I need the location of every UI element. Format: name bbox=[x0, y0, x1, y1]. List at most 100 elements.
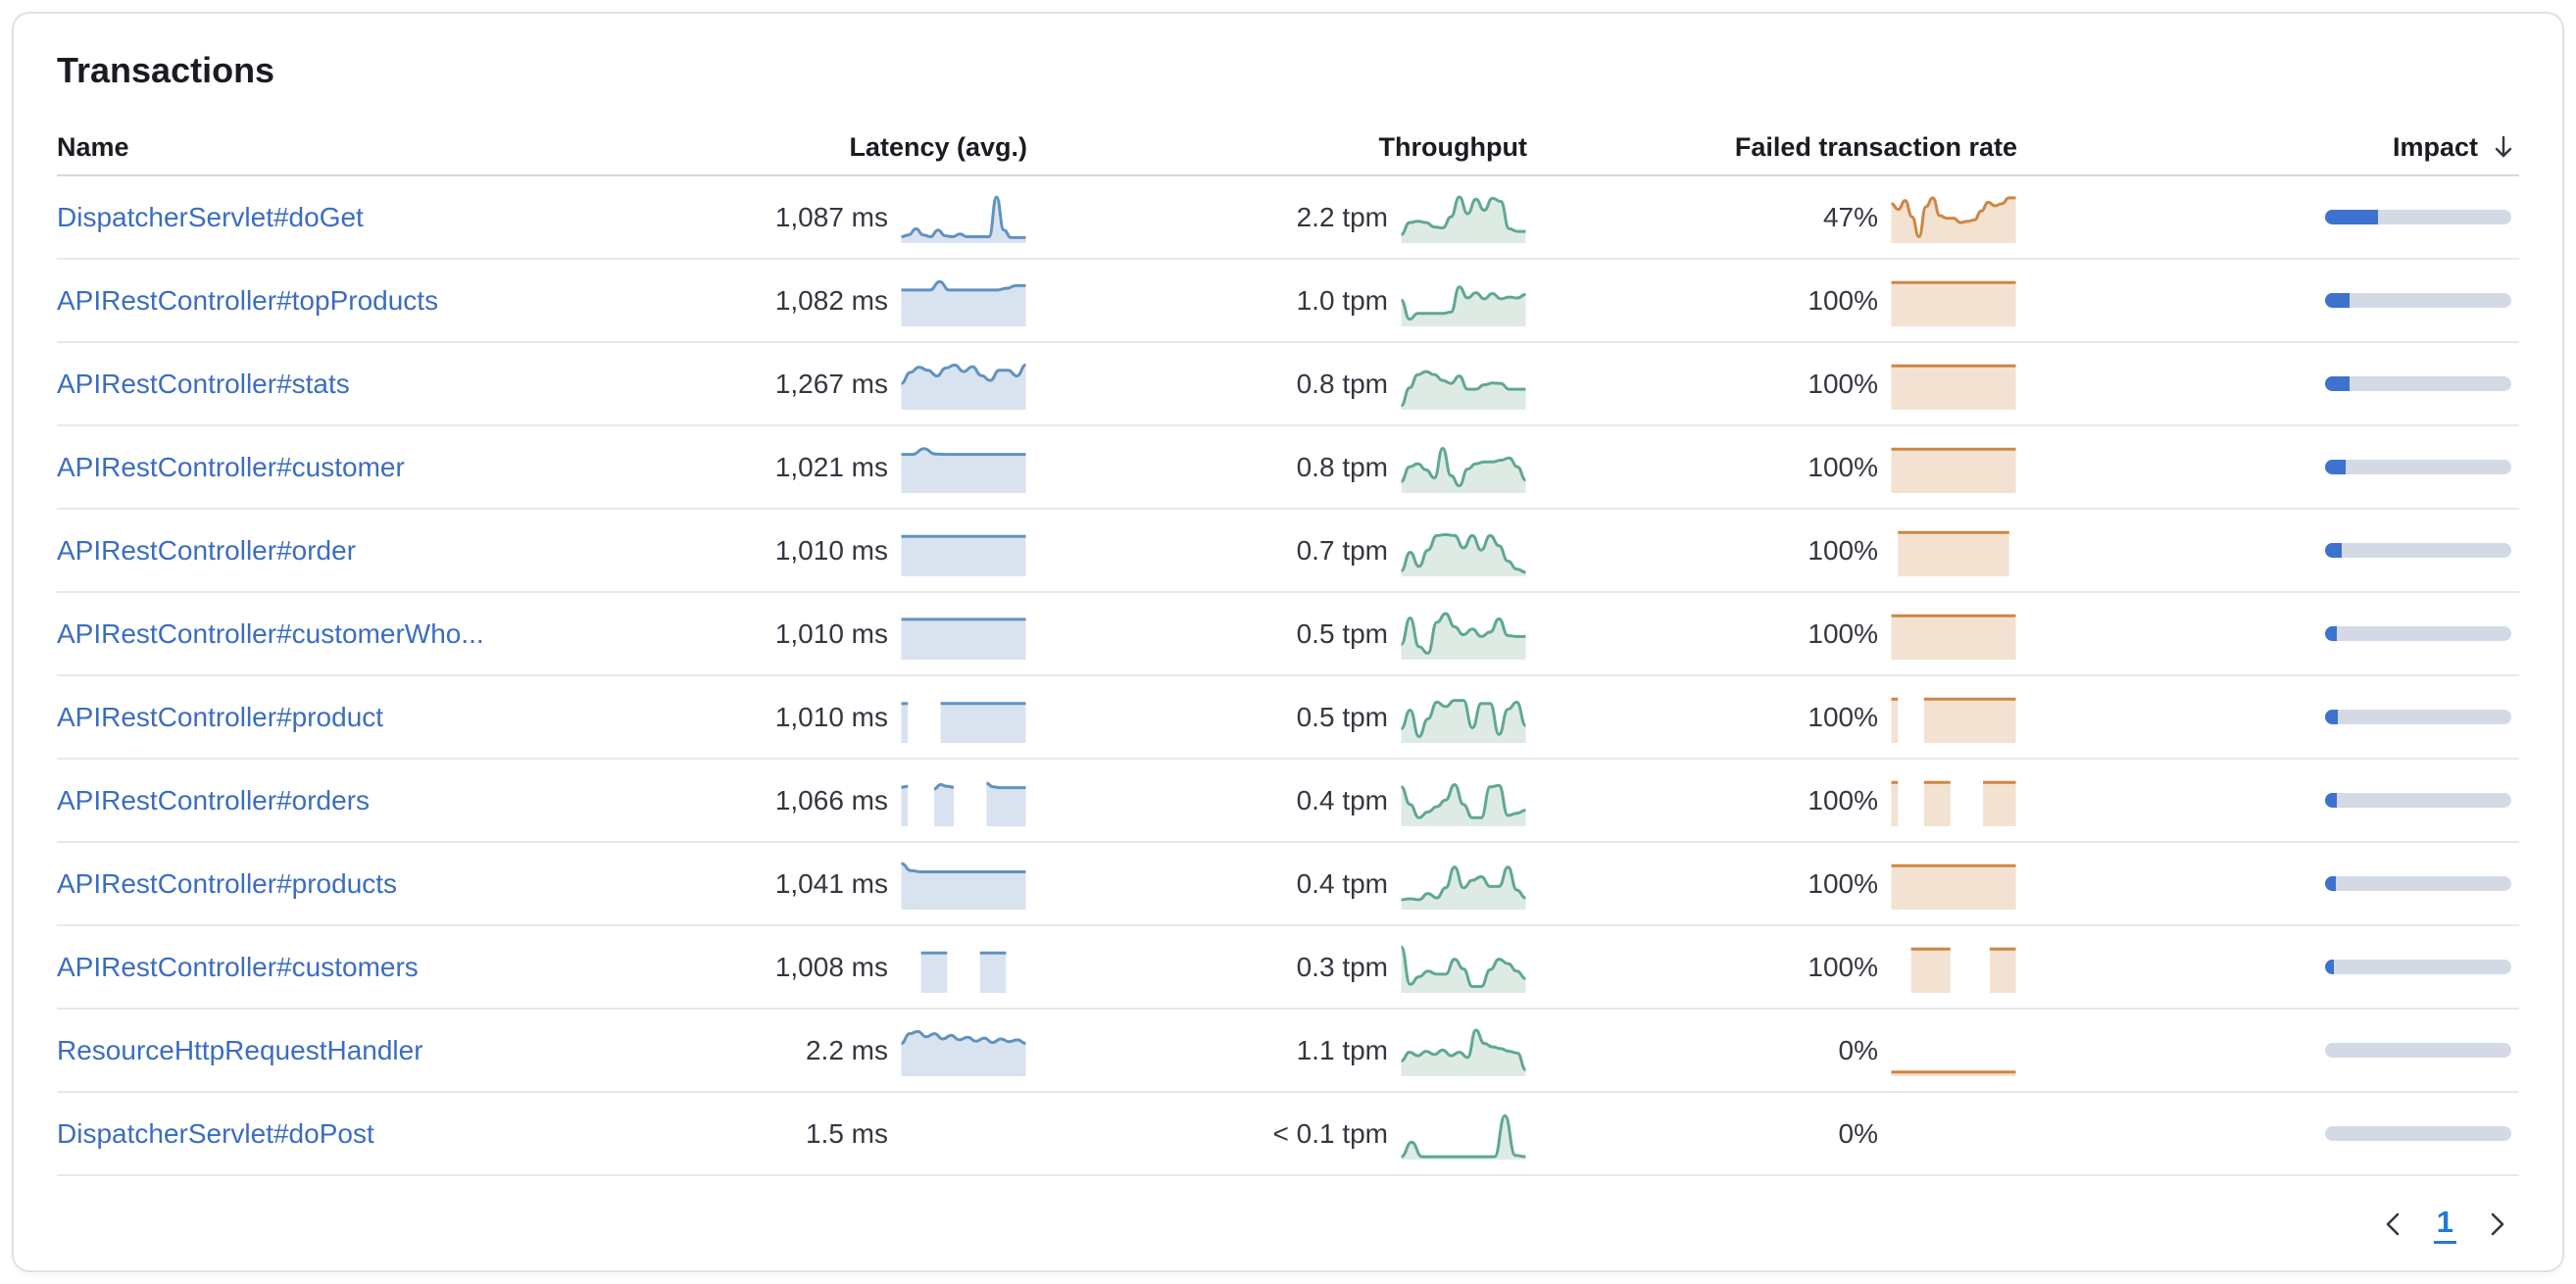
table-row: APIRestController#products 1,041 ms 0.4 … bbox=[57, 843, 2519, 926]
previous-page-button[interactable] bbox=[2373, 1204, 2414, 1245]
failed-rate-value: 100% bbox=[1808, 368, 1878, 399]
throughput-sparkline bbox=[1400, 525, 1527, 576]
card-title: Transactions bbox=[57, 50, 275, 90]
latency-sparkline bbox=[900, 775, 1027, 826]
failed-rate-sparkline bbox=[1890, 859, 2017, 910]
transaction-name-link[interactable]: DispatcherServlet#doPost bbox=[57, 1117, 374, 1149]
impact-bar-fill bbox=[2325, 376, 2350, 391]
latency-value: 1,008 ms bbox=[774, 951, 888, 982]
failed-rate-value: 47% bbox=[1822, 201, 1878, 232]
table-row: APIRestController#customerWho... 1,010 m… bbox=[57, 593, 2519, 676]
latency-sparkline bbox=[900, 442, 1027, 493]
impact-bar bbox=[2325, 293, 2511, 308]
transaction-name-link[interactable]: APIRestController#stats bbox=[57, 368, 350, 399]
throughput-value: < 0.1 tpm bbox=[1272, 1117, 1388, 1149]
impact-bar bbox=[2325, 1126, 2511, 1141]
latency-value: 1,041 ms bbox=[774, 867, 888, 899]
transaction-name-link[interactable]: APIRestController#customerWho... bbox=[57, 617, 484, 649]
chevron-right-icon bbox=[2481, 1209, 2512, 1240]
impact-bar-fill bbox=[2325, 793, 2338, 808]
column-header-impact[interactable]: Impact bbox=[2017, 131, 2519, 163]
table-row: APIRestController#orders 1,066 ms 0.4 tp… bbox=[57, 760, 2519, 843]
impact-bar bbox=[2325, 793, 2511, 808]
column-header-name[interactable]: Name bbox=[57, 131, 129, 162]
transaction-name-link[interactable]: ResourceHttpRequestHandler bbox=[57, 1034, 423, 1065]
throughput-value: 0.3 tpm bbox=[1296, 951, 1388, 982]
throughput-value: 2.2 tpm bbox=[1296, 201, 1388, 232]
throughput-value: 0.5 tpm bbox=[1296, 617, 1388, 649]
failed-rate-value: 100% bbox=[1808, 617, 1878, 649]
latency-sparkline bbox=[900, 859, 1027, 910]
sort-descending-icon bbox=[2488, 131, 2519, 163]
failed-rate-sparkline bbox=[1890, 525, 2017, 576]
impact-bar bbox=[2325, 210, 2511, 224]
transaction-name-link[interactable]: APIRestController#order bbox=[57, 534, 357, 566]
column-header-failed-rate[interactable]: Failed transaction rate bbox=[1734, 131, 2017, 162]
next-page-button[interactable] bbox=[2476, 1204, 2517, 1245]
latency-sparkline bbox=[900, 525, 1027, 576]
failed-rate-value: 100% bbox=[1808, 451, 1878, 482]
table-row: APIRestController#customer 1,021 ms 0.8 … bbox=[57, 426, 2519, 510]
throughput-value: 0.8 tpm bbox=[1296, 368, 1388, 399]
failed-rate-sparkline bbox=[1890, 442, 2017, 493]
pagination: 1 bbox=[57, 1204, 2519, 1245]
throughput-value: 0.5 tpm bbox=[1296, 701, 1388, 732]
impact-bar-fill bbox=[2325, 293, 2350, 308]
impact-bar-fill bbox=[2325, 460, 2346, 474]
page-number-current[interactable]: 1 bbox=[2433, 1205, 2456, 1244]
table-row: APIRestController#topProducts 1,082 ms 1… bbox=[57, 260, 2519, 343]
throughput-value: 0.4 tpm bbox=[1296, 867, 1388, 899]
table-row: DispatcherServlet#doGet 1,087 ms 2.2 tpm… bbox=[57, 176, 2519, 260]
failed-rate-value: 0% bbox=[1838, 1034, 1878, 1065]
column-header-throughput[interactable]: Throughput bbox=[1378, 131, 1527, 162]
throughput-sparkline bbox=[1400, 692, 1527, 743]
transaction-name-link[interactable]: DispatcherServlet#doGet bbox=[57, 201, 364, 232]
failed-rate-sparkline bbox=[1890, 192, 2017, 243]
latency-value: 1,021 ms bbox=[774, 451, 888, 482]
impact-bar bbox=[2325, 710, 2511, 724]
table-row: APIRestController#order 1,010 ms 0.7 tpm… bbox=[57, 510, 2519, 593]
transaction-name-link[interactable]: APIRestController#orders bbox=[57, 784, 371, 815]
table-row: APIRestController#product 1,010 ms 0.5 t… bbox=[57, 676, 2519, 760]
failed-rate-sparkline bbox=[1890, 942, 2017, 993]
table-row: APIRestController#customers 1,008 ms 0.3… bbox=[57, 926, 2519, 1010]
column-header-latency[interactable]: Latency (avg.) bbox=[849, 131, 1027, 162]
latency-value: 1,066 ms bbox=[774, 784, 888, 815]
impact-bar-fill bbox=[2325, 876, 2337, 891]
failed-rate-sparkline bbox=[1890, 609, 2017, 660]
throughput-sparkline bbox=[1400, 1109, 1527, 1160]
latency-sparkline bbox=[900, 359, 1027, 410]
transaction-name-link[interactable]: APIRestController#customer bbox=[57, 451, 405, 482]
latency-value: 1,010 ms bbox=[774, 617, 888, 649]
failed-rate-sparkline bbox=[1890, 775, 2017, 826]
chevron-left-icon bbox=[2378, 1209, 2409, 1240]
impact-bar bbox=[2325, 960, 2511, 974]
transaction-name-link[interactable]: APIRestController#product bbox=[57, 701, 384, 732]
latency-value: 1.5 ms bbox=[805, 1117, 888, 1149]
transaction-name-link[interactable]: APIRestController#customers bbox=[57, 951, 419, 982]
throughput-value: 0.4 tpm bbox=[1296, 784, 1388, 815]
throughput-sparkline bbox=[1400, 275, 1527, 326]
throughput-sparkline bbox=[1400, 775, 1527, 826]
failed-rate-value: 100% bbox=[1808, 701, 1878, 732]
impact-bar bbox=[2325, 876, 2511, 891]
throughput-value: 0.8 tpm bbox=[1296, 451, 1388, 482]
failed-rate-sparkline bbox=[1890, 359, 2017, 410]
failed-rate-sparkline bbox=[1890, 692, 2017, 743]
table-row: ResourceHttpRequestHandler 2.2 ms 1.1 tp… bbox=[57, 1010, 2519, 1093]
latency-sparkline bbox=[900, 1025, 1027, 1076]
table-row: APIRestController#stats 1,267 ms 0.8 tpm… bbox=[57, 343, 2519, 426]
impact-bar bbox=[2325, 460, 2511, 474]
latency-value: 1,267 ms bbox=[774, 368, 888, 399]
impact-bar bbox=[2325, 1043, 2511, 1058]
throughput-sparkline bbox=[1400, 1025, 1527, 1076]
throughput-value: 1.0 tpm bbox=[1296, 284, 1388, 316]
latency-value: 1,010 ms bbox=[774, 534, 888, 566]
transaction-name-link[interactable]: APIRestController#topProducts bbox=[57, 284, 439, 316]
impact-bar bbox=[2325, 543, 2511, 558]
failed-rate-value: 100% bbox=[1808, 534, 1878, 566]
table-header: Name Latency (avg.) Throughput Failed tr… bbox=[57, 120, 2519, 176]
latency-sparkline bbox=[900, 609, 1027, 660]
throughput-sparkline bbox=[1400, 942, 1527, 993]
transaction-name-link[interactable]: APIRestController#products bbox=[57, 867, 398, 899]
